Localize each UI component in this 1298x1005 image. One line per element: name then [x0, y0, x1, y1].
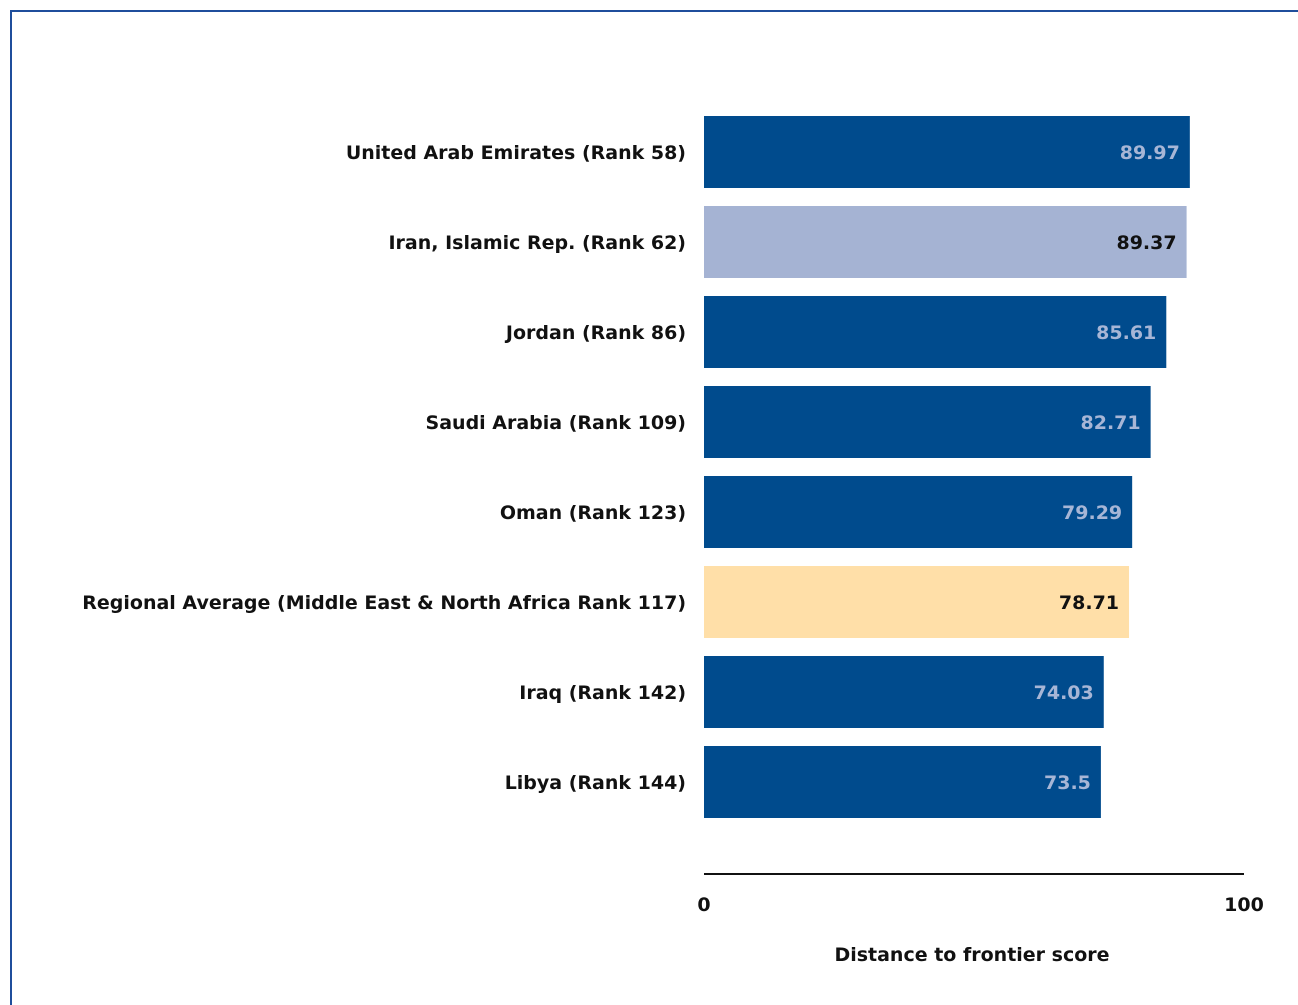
value-label: 82.71	[1081, 412, 1141, 434]
value-label: 85.61	[1096, 322, 1156, 344]
category-label: Libya (Rank 144)	[505, 772, 686, 794]
category-label: United Arab Emirates (Rank 58)	[346, 142, 686, 164]
bar	[704, 116, 1190, 188]
category-label: Oman (Rank 123)	[500, 502, 686, 524]
bar	[704, 476, 1133, 548]
bar	[704, 566, 1130, 638]
value-label: 89.37	[1116, 232, 1176, 254]
bar	[704, 206, 1187, 278]
bar	[704, 386, 1151, 458]
value-label: 73.5	[1044, 772, 1091, 794]
category-label: Iraq (Rank 142)	[519, 682, 686, 704]
x-tick-label: 100	[1224, 894, 1264, 916]
bar	[704, 296, 1167, 368]
category-label: Saudi Arabia (Rank 109)	[426, 412, 686, 434]
value-label: 78.71	[1059, 592, 1119, 614]
value-labels: 89.97 89.37 85.61 82.71 79.29 78.71 74.03 73.5	[1034, 142, 1180, 794]
bars-layer	[704, 116, 1190, 818]
x-tick-label: 0	[697, 894, 710, 916]
category-label: Jordan (Rank 86)	[504, 322, 686, 344]
category-label: Iran, Islamic Rep. (Rank 62)	[388, 232, 686, 254]
category-labels: United Arab Emirates (Rank 58) Iran, Isla…	[82, 142, 686, 794]
value-label: 74.03	[1034, 682, 1094, 704]
category-label: Regional Average (Middle East & North Af…	[82, 592, 686, 614]
value-label: 89.97	[1120, 142, 1180, 164]
bar	[704, 656, 1104, 728]
value-label: 79.29	[1062, 502, 1122, 524]
x-axis-title: Distance to frontier score	[834, 944, 1109, 966]
bar	[704, 746, 1101, 818]
